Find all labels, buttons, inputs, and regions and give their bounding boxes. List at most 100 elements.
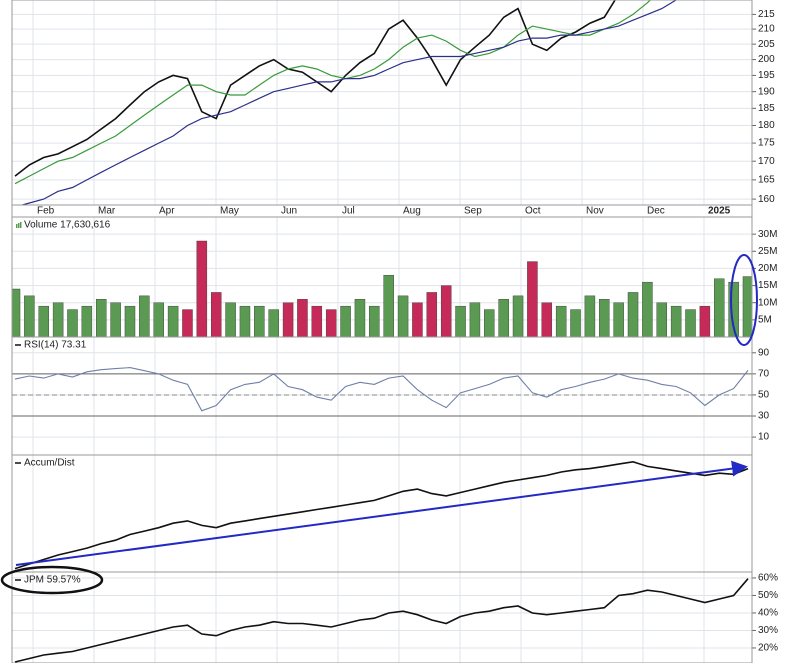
panel-title: RSI(14) 73.31	[24, 340, 87, 351]
y-tick-label: 10M	[758, 297, 777, 308]
y-tick-label: 25M	[758, 246, 777, 257]
volume-bar	[182, 309, 193, 337]
volume-bar	[455, 305, 466, 337]
volume-bar	[153, 302, 164, 337]
legend-icon	[16, 224, 18, 228]
series-line	[14, 367, 749, 412]
trend-arrow	[15, 460, 748, 566]
label-highlight	[0, 565, 104, 595]
volume-bar	[254, 305, 265, 337]
panel: 160 165 170 175 180 185 190 195 200 205 210 215	[11, 0, 775, 206]
volume-bar	[555, 305, 567, 337]
volume-bar	[541, 302, 553, 337]
volume-highlight	[730, 254, 758, 346]
y-tick-label: 200	[758, 54, 775, 65]
y-tick-label: 175	[758, 138, 775, 149]
plot-area	[14, 460, 749, 570]
y-tick-label: 10	[758, 432, 770, 443]
series-line	[14, 460, 749, 570]
volume-bar	[685, 309, 696, 337]
volume-bar	[196, 240, 208, 337]
y-tick-label: 195	[758, 70, 775, 81]
volume-bar	[440, 285, 452, 337]
volume-bar	[469, 302, 481, 337]
panel-title: Accum/Dist	[24, 458, 75, 469]
volume-bar	[239, 305, 251, 337]
y-tick-label: 5M	[758, 314, 772, 325]
volume-bar	[570, 309, 581, 337]
date-strip	[11, 204, 753, 218]
x-tick-label: Sep	[464, 206, 482, 217]
volume-bar	[627, 292, 639, 337]
x-tick-label: Feb	[37, 206, 55, 217]
volume-bar	[656, 302, 667, 337]
volume-bar	[139, 295, 150, 337]
x-tick-label: Aug	[403, 206, 421, 217]
y-tick-label: 165	[758, 175, 775, 186]
legend-icon	[20, 222, 22, 228]
y-tick-label: 30	[758, 411, 770, 422]
panel-title: JPM 59.57%	[24, 575, 81, 586]
series-line	[14, 578, 749, 663]
volume-bar	[584, 295, 596, 337]
plot-area	[14, 578, 749, 663]
volume-bar	[642, 281, 653, 337]
x-tick-label: Nov	[586, 206, 604, 217]
volume-bar	[412, 302, 423, 337]
x-tick-label: Oct	[525, 206, 541, 217]
volume-bar	[512, 295, 524, 337]
y-tick-label: 20%	[758, 643, 778, 654]
volume-bar	[397, 295, 409, 337]
volume-bar	[383, 275, 394, 337]
panel-background	[12, 337, 752, 455]
legend-icon	[18, 223, 20, 228]
panel-background	[12, 572, 752, 663]
volume-bar	[24, 295, 35, 337]
volume-bar	[527, 261, 538, 337]
y-tick-label: 90	[758, 347, 770, 358]
volume-bar	[354, 299, 366, 337]
panel: Accum/Dist	[11, 454, 753, 573]
x-tick-label: Apr	[159, 206, 175, 217]
volume-bar	[325, 309, 337, 337]
volume-bar	[498, 299, 509, 337]
panel-background	[12, 0, 752, 205]
volume-bar	[52, 302, 64, 337]
volume-bar	[484, 309, 495, 337]
y-tick-label: 215	[758, 9, 775, 20]
y-tick-label: 40%	[758, 608, 778, 619]
plot-area	[14, 0, 678, 205]
y-tick-label: 180	[758, 120, 775, 131]
y-tick-label: 170	[758, 156, 775, 167]
volume-bar	[426, 292, 438, 337]
volume-bar	[311, 305, 323, 337]
volume-bar	[297, 299, 308, 337]
volume-bar	[67, 309, 78, 337]
series-line	[19, 0, 678, 205]
y-tick-label: 205	[758, 39, 775, 50]
volume-bar	[96, 299, 107, 337]
volume-bar	[268, 309, 279, 337]
y-tick-label: 50	[758, 390, 770, 401]
x-tick-label: Dec	[647, 206, 665, 217]
y-tick-label: 190	[758, 86, 775, 97]
y-tick-label: 15M	[758, 280, 777, 291]
volume-bar	[81, 305, 93, 337]
volume-bar	[110, 302, 121, 337]
volume-bar	[613, 302, 624, 337]
panel-frame	[11, 0, 753, 206]
volume-bar	[714, 278, 725, 337]
y-tick-label: 185	[758, 103, 775, 114]
volume-bar	[225, 302, 236, 337]
panel: 10 30 50 70 90 RSI(14) 73.31	[11, 336, 770, 456]
volume-bar	[340, 305, 351, 337]
y-tick-label: 210	[758, 24, 775, 35]
volume-bar	[12, 288, 21, 337]
volume-bar	[124, 305, 136, 337]
volume-bar	[369, 305, 380, 337]
volume-bar	[742, 276, 752, 337]
y-tick-label: 70	[758, 369, 770, 380]
volume-bar	[282, 302, 294, 337]
panel-background	[12, 455, 752, 572]
